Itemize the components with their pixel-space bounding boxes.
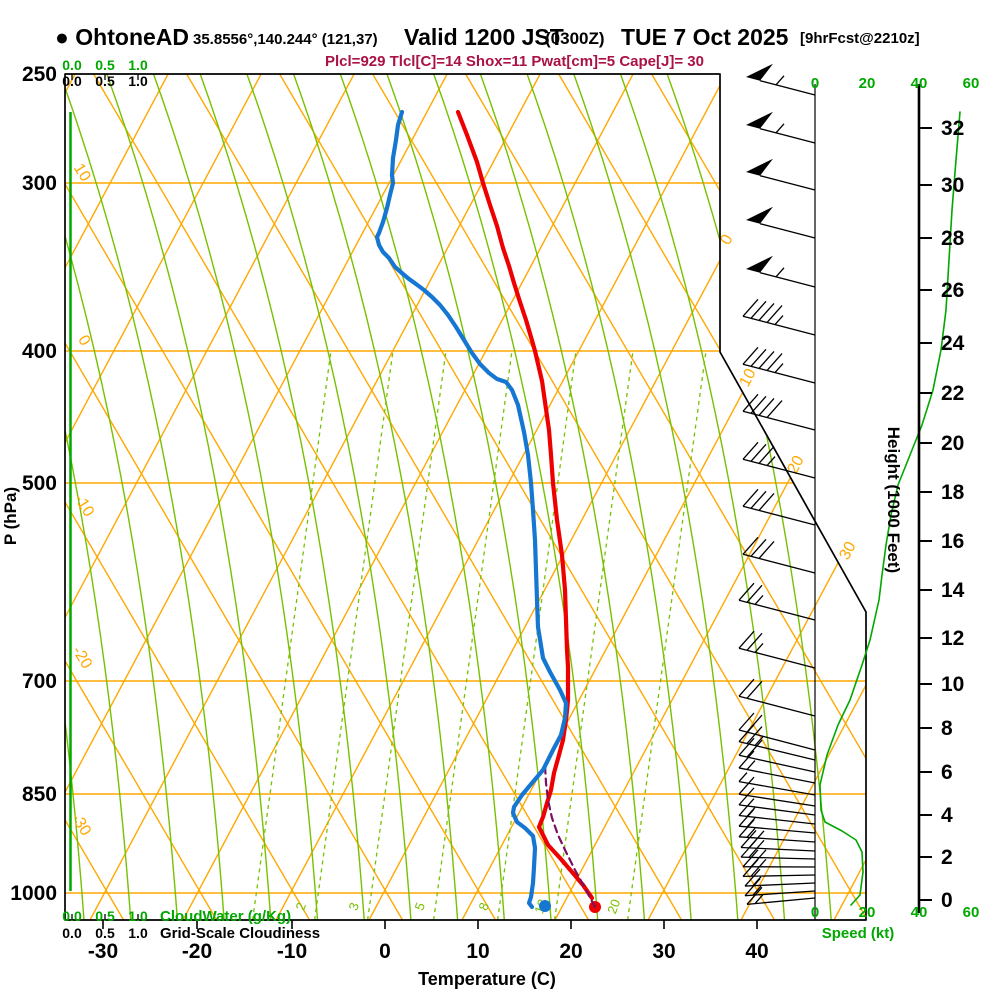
plot-border [64, 73, 867, 921]
svg-text:60: 60 [963, 904, 980, 921]
svg-text:-20: -20 [182, 940, 212, 963]
svg-text:850: 850 [22, 783, 57, 806]
svg-text:32: 32 [941, 117, 964, 140]
svg-text:0.5: 0.5 [95, 73, 115, 89]
svg-text:3: 3 [345, 900, 362, 912]
parcel-ascent-curve [543, 763, 597, 909]
svg-text:CloudWater (g/Kg): CloudWater (g/Kg) [160, 908, 291, 925]
svg-text:10: 10 [70, 161, 94, 185]
pressure-axis: 250 300 400 500 700 850 1000 P (hPa) [1, 63, 57, 905]
svg-text:0.0: 0.0 [62, 57, 82, 73]
svg-text:22: 22 [941, 382, 964, 405]
valid-time: Valid 1200 JST [404, 24, 564, 50]
svg-text:0: 0 [379, 940, 391, 963]
svg-text:250: 250 [22, 63, 57, 86]
cloudwater-axis: 0.00.00.00.00.50.50.50.51.01.01.01.0Clou… [62, 57, 320, 942]
svg-text:30: 30 [652, 940, 675, 963]
svg-text:2: 2 [941, 846, 953, 869]
station-coordinates: 35.8556°,140.244° (121,37) [193, 31, 378, 48]
valid-date: TUE 7 Oct 2025 [621, 24, 789, 50]
svg-text:5: 5 [411, 900, 428, 912]
svg-text:0.5: 0.5 [95, 57, 115, 73]
svg-text:40: 40 [911, 904, 928, 921]
station-bullet-icon: ● [55, 24, 76, 50]
svg-text:-30: -30 [88, 940, 118, 963]
svg-text:24: 24 [941, 332, 965, 355]
svg-text:30: 30 [941, 174, 964, 197]
svg-text:18: 18 [941, 481, 965, 504]
svg-text:1.0: 1.0 [128, 73, 148, 89]
svg-text:1.0: 1.0 [128, 925, 148, 941]
background-grid [65, 74, 866, 920]
svg-text:8: 8 [941, 717, 953, 740]
svg-text:20: 20 [604, 897, 623, 916]
svg-text:8: 8 [475, 900, 492, 912]
svg-text:16: 16 [941, 530, 964, 553]
wind-barbs [738, 63, 816, 906]
svg-text:26: 26 [941, 279, 964, 302]
svg-text:Grid-Scale Cloudiness: Grid-Scale Cloudiness [160, 925, 320, 942]
svg-text:Height (1000 Feet): Height (1000 Feet) [884, 427, 903, 573]
svg-text:4: 4 [941, 804, 953, 827]
svg-text:-20: -20 [68, 643, 95, 672]
svg-text:14: 14 [941, 579, 965, 602]
svg-text:0: 0 [941, 889, 953, 912]
station-name: ● OhtoneAD [55, 24, 190, 50]
svg-text:P (hPa): P (hPa) [1, 487, 20, 545]
svg-text:20: 20 [859, 904, 876, 921]
svg-text:30: 30 [836, 539, 859, 563]
svg-text:60: 60 [963, 75, 980, 92]
svg-text:20: 20 [859, 75, 876, 92]
valid-time-utc: (0300Z) [545, 29, 605, 48]
svg-text:10: 10 [466, 940, 489, 963]
svg-text:0.0: 0.0 [62, 73, 82, 89]
sounding-indices-line: Plcl=929 Tlcl[C]=14 Shox=11 Pwat[cm]=5 C… [325, 53, 704, 70]
svg-text:1000: 1000 [10, 882, 57, 905]
svg-text:2: 2 [292, 900, 309, 912]
svg-text:12: 12 [941, 627, 964, 650]
svg-text:300: 300 [22, 172, 57, 195]
svg-text:400: 400 [22, 340, 57, 363]
svg-text:1.0: 1.0 [128, 57, 148, 73]
svg-text:40: 40 [911, 75, 928, 92]
svg-text:-10: -10 [277, 940, 307, 963]
svg-text:0: 0 [811, 75, 819, 92]
svg-text:700: 700 [22, 670, 57, 693]
svg-text:0: 0 [74, 332, 93, 349]
svg-text:500: 500 [22, 472, 57, 495]
svg-text:0.5: 0.5 [95, 925, 115, 941]
svg-text:10: 10 [736, 366, 759, 390]
svg-text:20: 20 [559, 940, 582, 963]
dewpoint-curve [374, 109, 569, 912]
svg-text:28: 28 [941, 227, 965, 250]
svg-text:0: 0 [811, 904, 819, 921]
svg-text:Speed (kt): Speed (kt) [822, 925, 895, 942]
temperature-axis: -30 -20 -10 0 10 20 30 40 Temperature (C) [88, 920, 769, 989]
svg-text:20: 20 [941, 432, 964, 455]
wind-speed-profile [819, 111, 961, 906]
svg-text:6: 6 [941, 761, 953, 784]
svg-text:-10: -10 [70, 491, 97, 520]
svg-text:10: 10 [941, 673, 964, 696]
forecast-run-info: [9hrFcst@2210z] [800, 30, 920, 47]
svg-text:0.0: 0.0 [62, 925, 82, 941]
svg-text:40: 40 [745, 940, 768, 963]
svg-text:20: 20 [784, 453, 807, 477]
svg-text:Temperature (C): Temperature (C) [418, 969, 556, 989]
